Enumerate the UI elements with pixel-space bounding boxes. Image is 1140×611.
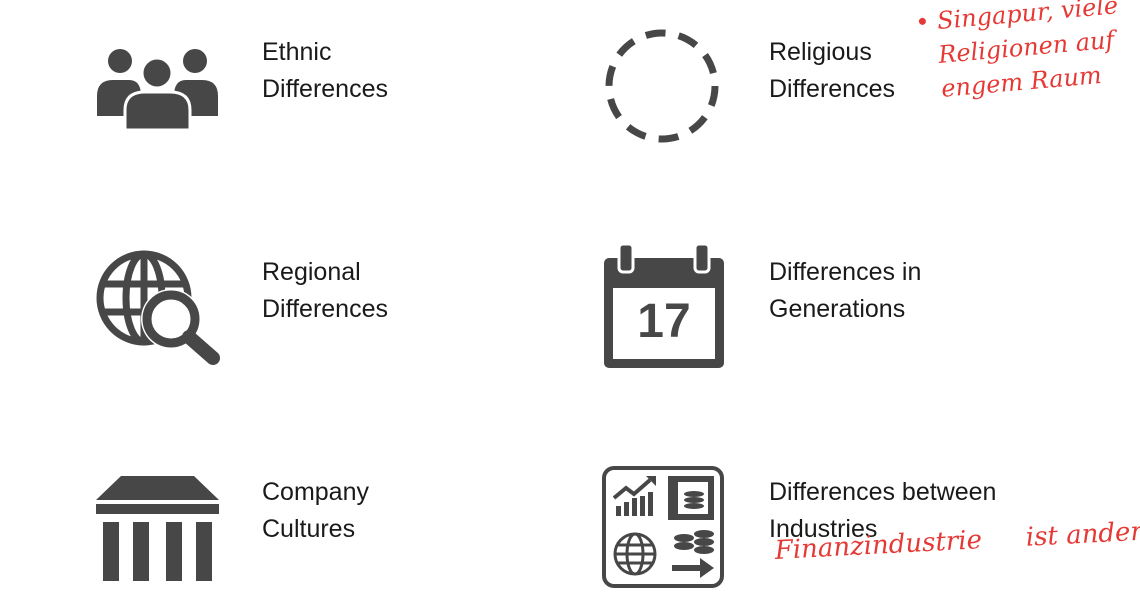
- dashed-circle-icon: [605, 29, 719, 143]
- globe-icon: [613, 532, 657, 576]
- calendar-icon: 17: [604, 244, 724, 368]
- finance-dashboard-icon: [602, 466, 724, 588]
- item-label: Differences in Generations: [769, 258, 922, 323]
- coins-arrow-icon: [672, 530, 714, 578]
- people-group-icon: [97, 49, 218, 130]
- calendar-day: 17: [637, 295, 691, 348]
- item-label: Regional Differences: [262, 258, 388, 323]
- document-coins-icon: [668, 476, 714, 520]
- item-label: Ethnic Differences: [262, 38, 388, 103]
- chart-icon: [612, 476, 656, 516]
- item-label: Religious Differences: [769, 38, 895, 103]
- building-columns-icon: [96, 476, 219, 581]
- item-label: Differences between Industries: [769, 478, 997, 543]
- item-label: Company Cultures: [262, 478, 369, 543]
- religious-note: • Singapur, viele Religionen auf engem R…: [914, 0, 1120, 103]
- globe-search-icon: [96, 250, 220, 365]
